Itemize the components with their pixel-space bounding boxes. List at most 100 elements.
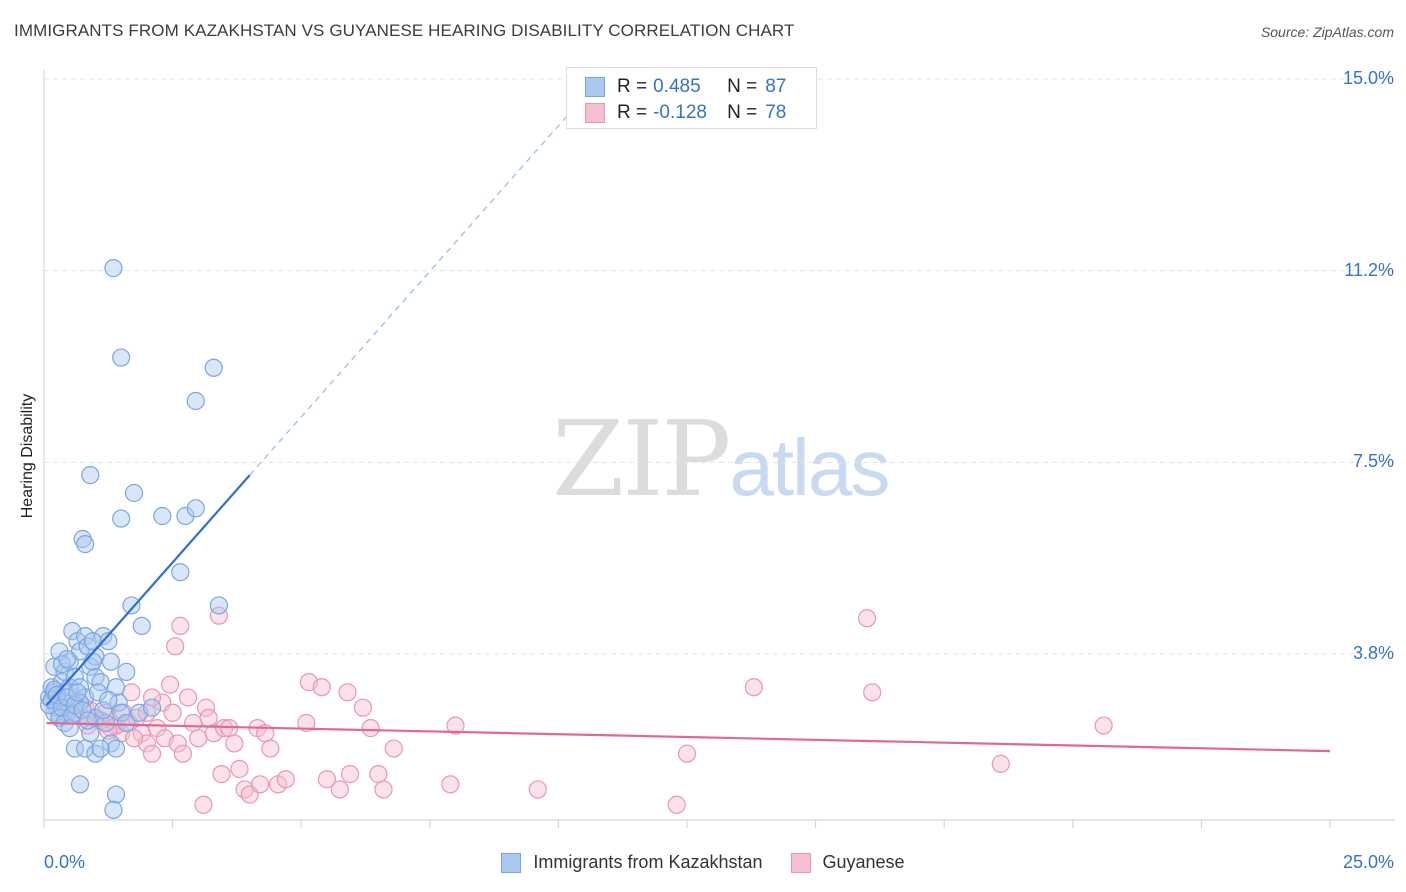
data-point (148, 719, 167, 738)
data-point (83, 652, 102, 671)
data-point (667, 795, 686, 814)
legend-n-value: 78 (765, 102, 787, 123)
data-point (112, 348, 131, 367)
data-point (65, 667, 84, 687)
data-point (112, 509, 131, 528)
data-point (384, 739, 403, 758)
data-point (122, 596, 141, 615)
data-point (58, 650, 77, 669)
data-point (163, 703, 182, 722)
legend-item-kazakhstan[interactable]: Immigrants from Kazakhstan (501, 852, 763, 873)
data-point (160, 675, 180, 694)
data-point (76, 739, 95, 758)
data-point (369, 765, 388, 784)
data-point (117, 662, 136, 681)
data-point (94, 627, 113, 646)
data-point (744, 678, 763, 697)
data-point (677, 744, 697, 763)
data-point (153, 506, 172, 526)
kazakhstan-trend-line (45, 474, 251, 706)
data-point (81, 466, 100, 485)
data-point (171, 616, 190, 635)
guyanese-points (45, 606, 1113, 814)
data-point (58, 688, 77, 707)
data-point (186, 499, 205, 518)
data-point (101, 652, 120, 671)
data-point (94, 701, 113, 720)
data-point (99, 690, 118, 710)
data-point (166, 637, 185, 656)
data-point (171, 563, 190, 582)
data-point (70, 775, 90, 794)
data-point (176, 506, 195, 526)
watermark-zip: ZIP (552, 398, 731, 520)
legend-swatch-blue (501, 852, 522, 873)
legend-swatch-pink (790, 852, 811, 873)
data-point (991, 754, 1010, 773)
data-point (261, 739, 280, 758)
legend-r-value: -0.128 (653, 102, 707, 123)
data-point (441, 775, 460, 794)
data-point (189, 729, 208, 748)
chart-title: IMMIGRANTS FROM KAZAKHSTAN VS GUYANESE H… (14, 21, 795, 40)
data-point (65, 739, 84, 758)
data-point (101, 734, 120, 753)
legend-item-guyanese[interactable]: Guyanese (790, 852, 905, 873)
data-point (99, 632, 118, 651)
data-point (1094, 716, 1113, 735)
data-point (209, 606, 228, 625)
data-point (361, 719, 380, 738)
data-point (297, 713, 316, 733)
data-point (142, 698, 162, 717)
data-point (88, 683, 108, 702)
guyanese-trend-line (46, 721, 1331, 753)
data-point (312, 678, 331, 697)
data-point (68, 683, 87, 702)
data-point (330, 780, 349, 799)
y-tick-label: 15.0% (1342, 68, 1394, 88)
data-point (446, 716, 465, 735)
data-point (76, 535, 95, 554)
data-point (863, 683, 882, 702)
data-point (132, 616, 151, 635)
y-tick-label: 7.5% (1352, 451, 1394, 472)
data-point (212, 765, 231, 784)
series-legend: Immigrants from Kazakhstan Guyanese (0, 852, 1406, 873)
data-point (317, 770, 337, 789)
legend-r-label: R = (617, 76, 648, 97)
data-point (338, 683, 357, 702)
data-point (199, 708, 218, 727)
data-point (353, 698, 373, 717)
data-point (52, 655, 72, 674)
watermark-atlas: atlas (729, 423, 890, 512)
data-point (194, 795, 213, 814)
watermark: ZIPatlas (552, 398, 890, 520)
legend-n-value: 87 (765, 76, 787, 97)
x-tick-min: 0.0% (44, 852, 86, 872)
legend-swatch-blue (585, 77, 605, 97)
correlation-legend: R = 0.485 N = 87 R = -0.128 N = 78 (566, 67, 817, 129)
y-tick-label: 3.8% (1352, 643, 1394, 663)
legend-n-label: N = (727, 102, 758, 123)
data-point (168, 734, 187, 753)
data-point (276, 770, 295, 789)
data-point (173, 744, 192, 763)
data-point (184, 713, 203, 733)
data-point (340, 765, 360, 784)
legend-row-guyanese: R = -0.128 N = 78 (585, 101, 786, 125)
data-point (250, 775, 270, 794)
axes (43, 70, 1395, 828)
source-label: Source: ZipAtlas.com (1260, 24, 1394, 40)
legend-item-label: Immigrants from Kazakhstan (533, 852, 763, 872)
kazakhstan-trend-extension (249, 96, 585, 476)
data-point (70, 678, 90, 697)
data-point (225, 734, 244, 753)
legend-r-label: R = (617, 102, 648, 123)
data-point (104, 259, 123, 278)
data-point (857, 609, 877, 628)
data-point (83, 632, 102, 651)
data-point (186, 391, 205, 411)
data-point (112, 703, 131, 722)
data-point (374, 780, 393, 799)
data-point (91, 739, 110, 758)
